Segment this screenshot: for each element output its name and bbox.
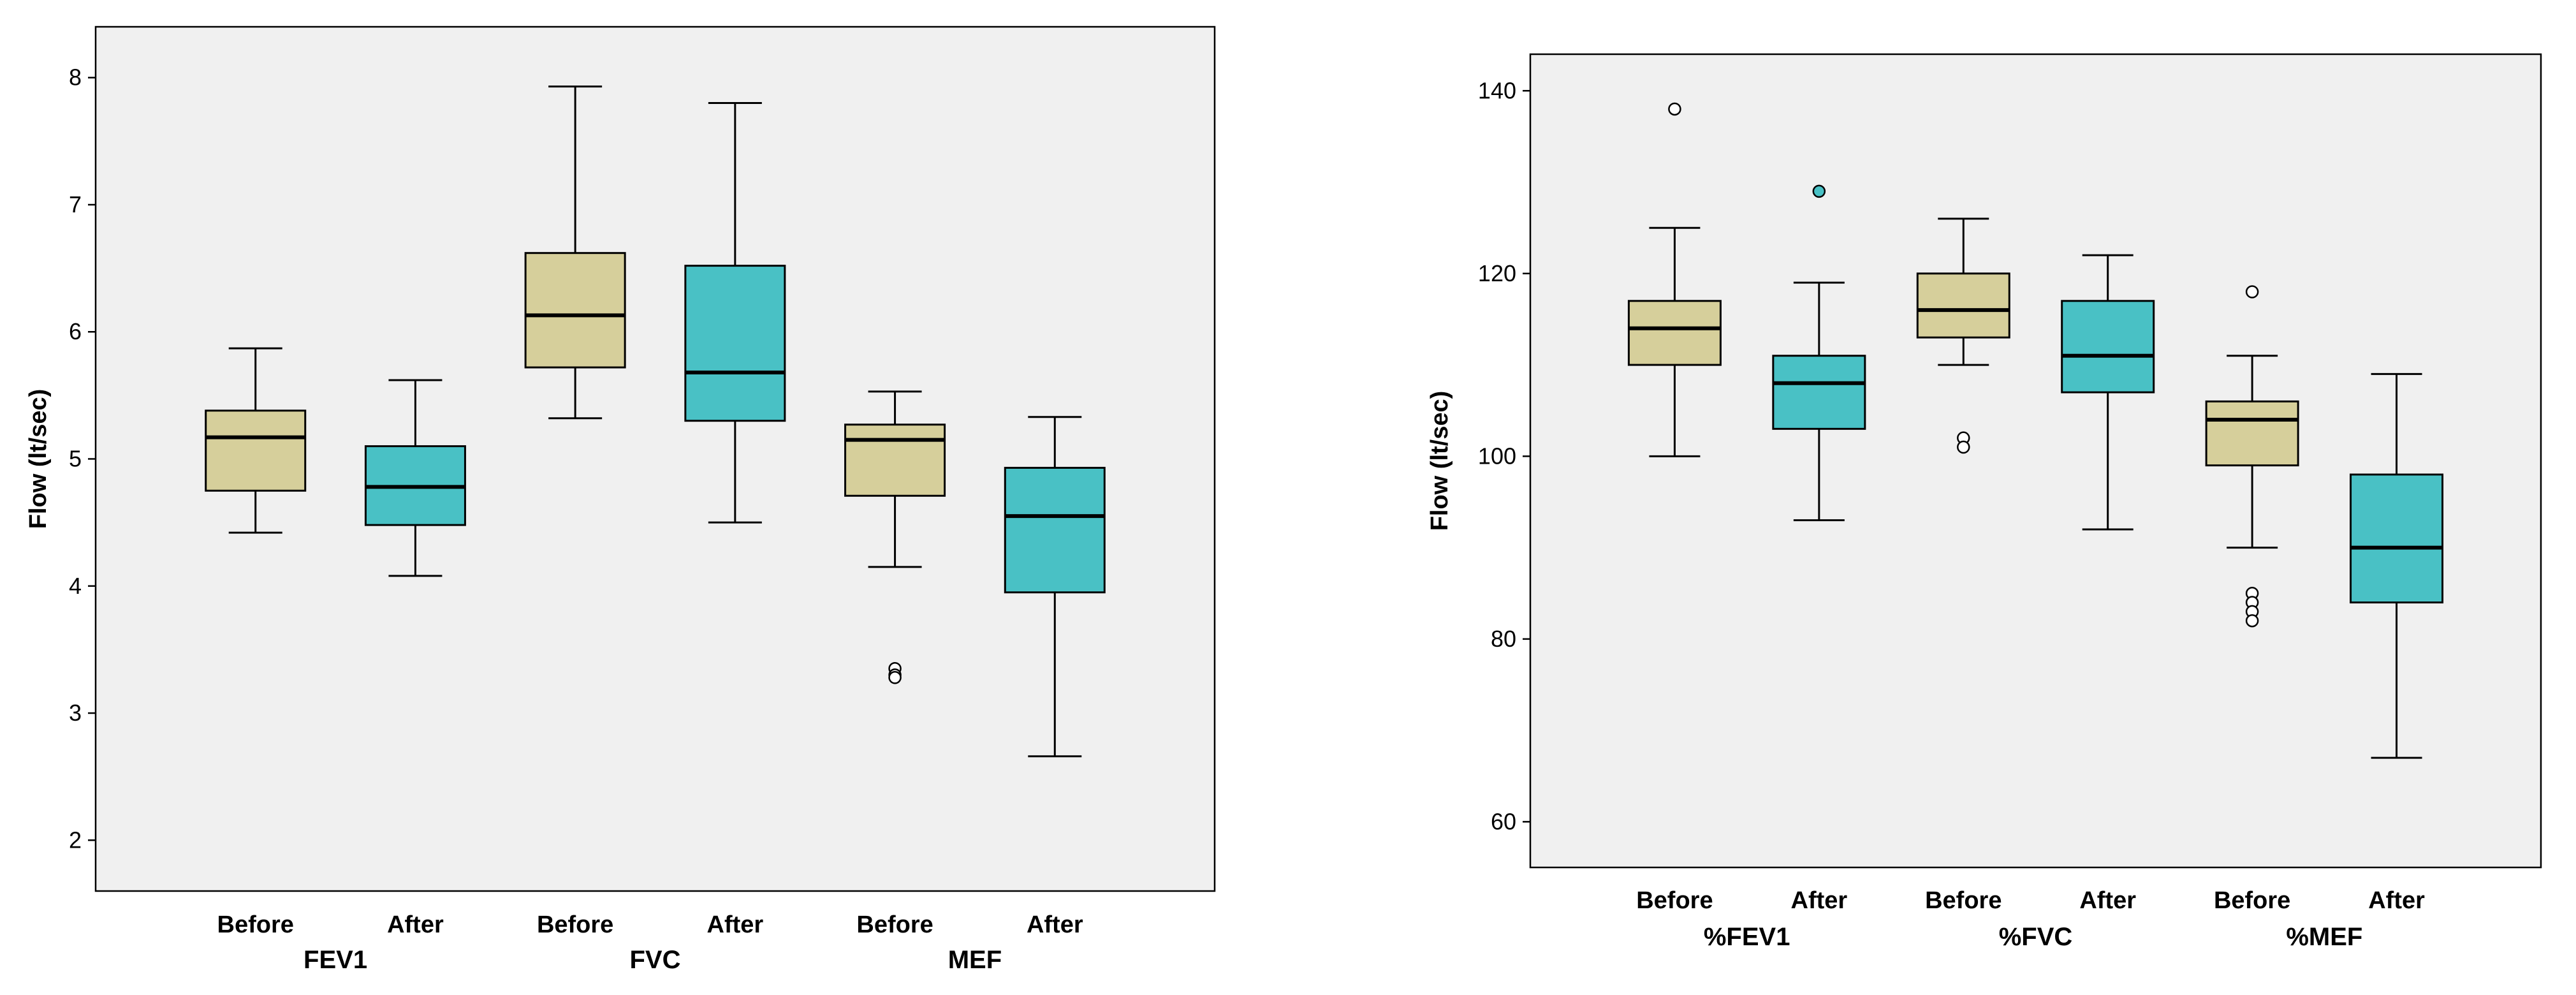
group-label-fvc: FVC (630, 946, 681, 974)
box-mef-before (844, 390, 946, 684)
y-tick-label: 100 (1478, 443, 1516, 469)
iqr-box (2350, 473, 2444, 604)
outlier-point (1957, 440, 1970, 454)
outlier-point (888, 670, 902, 684)
y-axis-title: Flow (lt/sec) (25, 389, 52, 529)
iqr-box (2061, 300, 2155, 394)
y-tick-label: 7 (69, 191, 82, 217)
box-fvc-before (524, 85, 626, 420)
box-fvc-after (684, 102, 786, 524)
iqr-box (684, 265, 786, 422)
box-pct-fev1-before (1627, 102, 1722, 457)
category-label-after: After (1791, 887, 1848, 914)
category-label-before: Before (1925, 887, 2002, 914)
category-label-before: Before (1636, 887, 1713, 914)
group-label-mef: MEF (948, 946, 1002, 974)
iqr-box (1772, 355, 1866, 430)
category-label-after: After (1027, 911, 1083, 938)
category-label-after: After (2368, 887, 2425, 914)
iqr-box (844, 424, 946, 497)
category-label-after: After (387, 911, 444, 938)
y-tick-label: 8 (69, 64, 82, 91)
iqr-box (1004, 466, 1106, 594)
category-label-after: After (707, 911, 764, 938)
box-fev1-after (364, 379, 466, 577)
category-label-before: Before (2214, 887, 2290, 914)
y-tick-label: 3 (69, 700, 82, 726)
box-pct-mef-before (2205, 285, 2299, 628)
box-fev1-before (205, 347, 307, 534)
outlier-point (2245, 285, 2259, 298)
group-label-pct-fvc: %FVC (1999, 923, 2073, 951)
y-tick-label: 5 (69, 446, 82, 472)
iqr-box (1916, 272, 2010, 339)
iqr-box (524, 252, 626, 369)
outlier-point (1668, 102, 1681, 116)
y-axis-title: Flow (lt/sec) (1426, 391, 1453, 531)
box-pct-fev1-after (1772, 184, 1866, 522)
category-label-before: Before (217, 911, 294, 938)
y-tick-label: 60 (1491, 808, 1516, 834)
y-tick-label: 120 (1478, 260, 1516, 286)
box-pct-fvc-before (1916, 217, 2010, 454)
category-label-before: Before (537, 911, 613, 938)
box-mef-after (1004, 416, 1106, 758)
plot-area (1529, 53, 2542, 869)
y-tick-label: 2 (69, 827, 82, 853)
y-tick-label: 140 (1478, 77, 1516, 103)
group-label-fev1: FEV1 (304, 946, 367, 974)
y-tick-label: 80 (1491, 626, 1516, 652)
y-tick-label: 6 (69, 318, 82, 344)
box-pct-fvc-after (2061, 254, 2155, 531)
y-tick-label: 4 (69, 573, 82, 599)
outlier-point (1812, 184, 1826, 198)
category-label-before: Before (856, 911, 933, 938)
iqr-box (1627, 300, 1722, 366)
group-label-pct-mef: %MEF (2286, 923, 2362, 951)
group-label-pct-fev1: %FEV1 (1704, 923, 1790, 951)
category-label-after: After (2079, 887, 2136, 914)
iqr-box (205, 409, 307, 492)
left-box-plot: 2 3 4 5 6 7 8 Flow (lt/sec) Before After FEV1 Befor… (25, 26, 1216, 974)
iqr-box (2205, 400, 2299, 467)
outlier-point (2245, 614, 2259, 628)
box-pct-mef-after (2350, 372, 2444, 759)
